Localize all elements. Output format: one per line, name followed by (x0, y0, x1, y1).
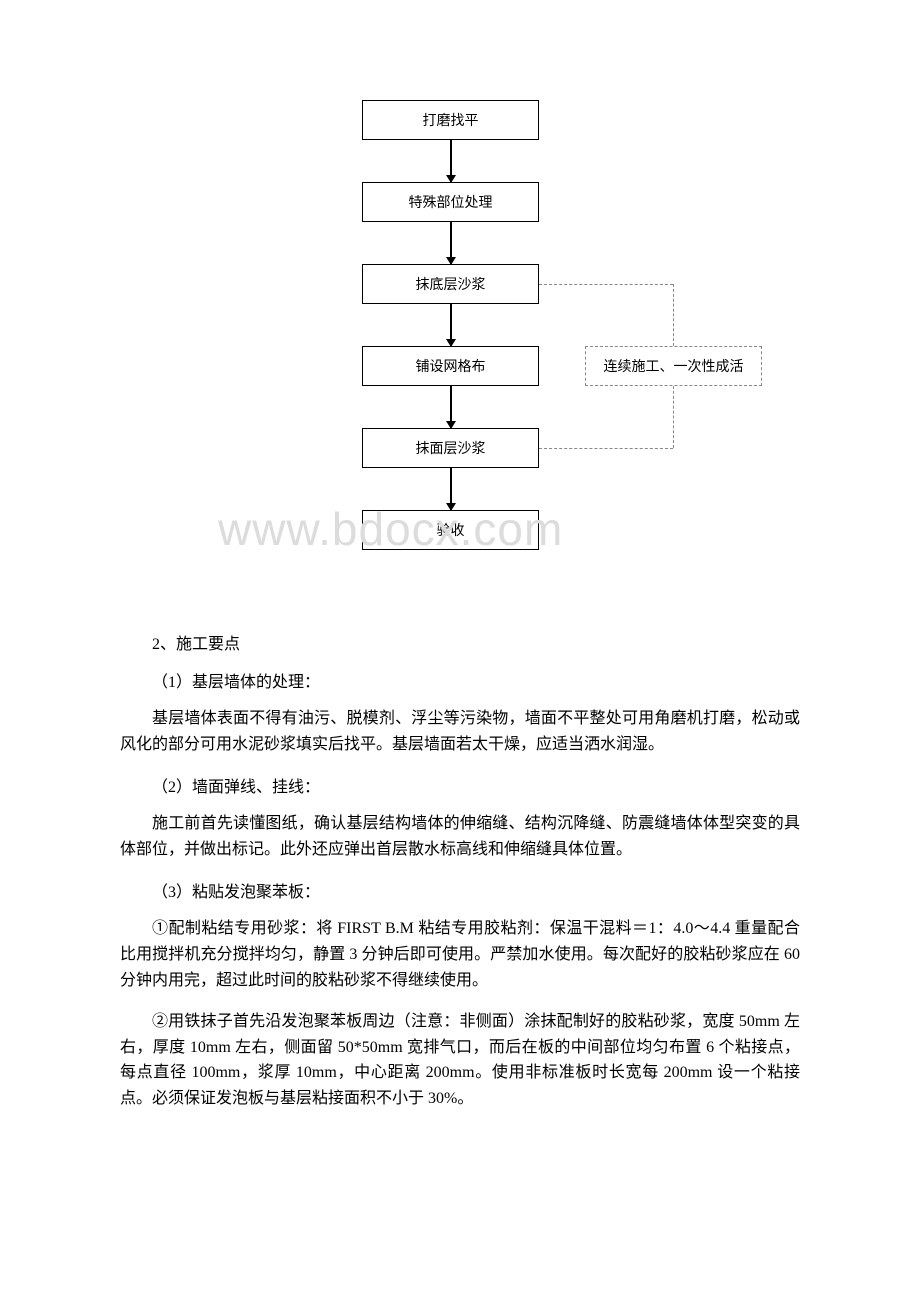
dashed-line-bottom-v (673, 386, 674, 448)
dashed-line-top-v (673, 284, 674, 346)
flow-arrow-4 (450, 386, 452, 428)
flow-node-1-label: 打磨找平 (423, 110, 479, 130)
flow-node-2: 特殊部位处理 (362, 182, 539, 222)
sub-heading-2: （2）墙面弹线、挂线： (120, 773, 800, 797)
paragraph-2: 施工前首先读懂图纸，确认基层结构墙体的伸缩缝、结构沉降缝、防震缝墙体体型突变的具… (120, 811, 800, 862)
paragraph-4: ②用铁抹子首先沿发泡聚苯板周边（注意：非侧面）涂抹配制好的胶粘砂浆，宽度 50m… (120, 1009, 800, 1111)
flow-node-side-label: 连续施工、一次性成活 (604, 356, 744, 376)
flow-node-2-label: 特殊部位处理 (409, 192, 493, 212)
dashed-line-bottom-h (539, 448, 673, 449)
paragraph-1: 基层墙体表面不得有油污、脱模剂、浮尘等污染物，墙面不平整处可用角磨机打磨，松动或… (120, 706, 800, 757)
flow-node-1: 打磨找平 (362, 100, 539, 140)
flow-arrow-2 (450, 222, 452, 264)
sub-heading-1: （1）基层墙体的处理： (120, 668, 800, 692)
flow-node-4: 铺设网格布 (362, 346, 539, 386)
text-section: 2、施工要点 （1）基层墙体的处理： 基层墙体表面不得有油污、脱模剂、浮尘等污染… (120, 630, 800, 1112)
flow-arrow-3 (450, 304, 452, 346)
flow-node-side: 连续施工、一次性成活 (585, 346, 762, 386)
flow-node-3: 抹底层沙浆 (362, 264, 539, 304)
sub-heading-3: （3）粘贴发泡聚苯板： (120, 878, 800, 902)
dashed-line-top-h (539, 284, 673, 285)
heading-1: 2、施工要点 (120, 630, 800, 654)
flow-node-3-label: 抹底层沙浆 (416, 274, 486, 294)
flow-node-5: 抹面层沙浆 (362, 428, 539, 468)
paragraph-3: ①配制粘结专用砂浆：将 FIRST B.M 粘结专用胶粘剂：保温干混料＝1：4.… (120, 916, 800, 993)
flow-node-5-label: 抹面层沙浆 (416, 438, 486, 458)
flow-arrow-1 (450, 140, 452, 182)
watermark: www.bdocx.com (218, 502, 563, 556)
flow-node-4-label: 铺设网格布 (416, 356, 486, 376)
